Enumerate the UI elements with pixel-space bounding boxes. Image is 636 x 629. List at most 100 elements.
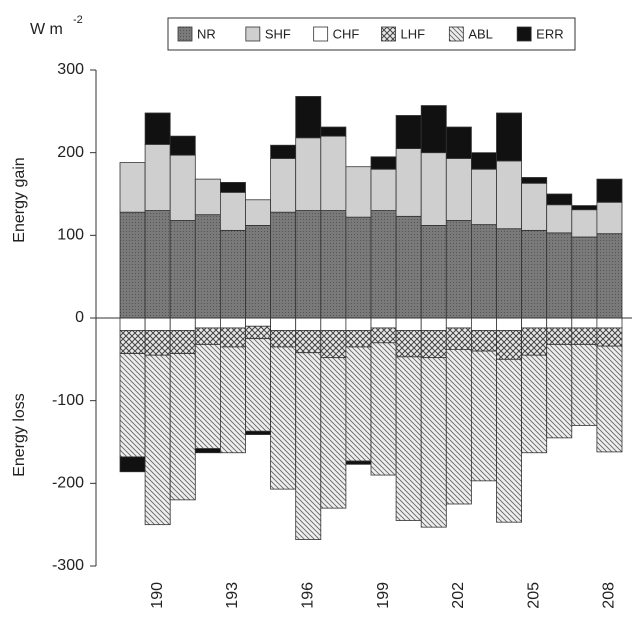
bar-segment [546, 193, 573, 206]
bar-segment [219, 191, 246, 231]
y-tick-label: 300 [57, 61, 84, 78]
bar-segment [194, 344, 221, 450]
bar-segment [245, 317, 272, 327]
bar-segment [144, 143, 171, 211]
y-tick-label: -100 [52, 392, 84, 409]
bar-segment [420, 357, 447, 528]
legend-label: LHF [401, 26, 426, 41]
bar-segment [345, 460, 372, 465]
bar-segment [245, 338, 272, 432]
bar-segment [445, 349, 472, 505]
bar-segment [119, 162, 146, 213]
bar-segment [521, 182, 548, 231]
bar-segment [571, 236, 598, 319]
legend-swatch [313, 26, 329, 42]
bar-segment [119, 353, 146, 458]
bar-segment [395, 356, 422, 521]
bar-segment [219, 327, 246, 348]
bar-segment [395, 148, 422, 217]
bar-segment [470, 168, 497, 225]
bar-segment [521, 177, 548, 184]
bar-segment [470, 329, 497, 352]
bar-segment [169, 317, 196, 331]
bar-segment [596, 233, 623, 319]
bar-segment [571, 209, 598, 238]
bar-segment [470, 152, 497, 170]
bar-segment [320, 357, 347, 509]
bar-segment [420, 225, 447, 319]
bar-segment [370, 317, 397, 329]
bar-segment [245, 325, 272, 340]
bar-segment [270, 317, 297, 331]
bar-segment [345, 166, 372, 218]
bar-segment [370, 210, 397, 319]
bar-segment [596, 317, 623, 329]
bar-segment [144, 112, 171, 145]
legend-label: NR [197, 26, 216, 41]
bar-segment [596, 178, 623, 203]
bar-segment [521, 327, 548, 356]
bar-segment [571, 327, 598, 345]
bar-segment [320, 135, 347, 211]
bar-segment [119, 329, 146, 354]
bar-segment [470, 317, 497, 331]
bar-segment [420, 105, 447, 154]
bar-segment [194, 448, 221, 454]
bar-segment [496, 160, 523, 230]
bar-segment [370, 168, 397, 211]
bar-segment [496, 329, 523, 360]
bar-segment [521, 229, 548, 319]
bar-segment [194, 178, 221, 216]
bar-segment [119, 456, 146, 473]
bar-segment [295, 352, 322, 540]
bar-segment [245, 430, 272, 435]
x-tick-label: 208 [601, 582, 618, 609]
x-tick-label: 193 [224, 582, 241, 609]
bar-segment [144, 329, 171, 356]
bar-segment [295, 317, 322, 331]
bar-segment [245, 199, 272, 226]
legend-label: CHF [333, 26, 360, 41]
unit-sup: -2 [73, 14, 83, 26]
bar-segment [571, 344, 598, 426]
bar-segment [169, 329, 196, 354]
legend-box [167, 17, 576, 51]
bar-segment [320, 329, 347, 359]
bar-segment [169, 220, 196, 319]
bar-segment [470, 350, 497, 482]
bar-segment [370, 342, 397, 476]
legend-swatch [381, 26, 396, 42]
bar-segment [521, 354, 548, 454]
bar-segment [219, 346, 246, 454]
bar-segment [270, 211, 297, 319]
bar-segment [370, 156, 397, 170]
bar-segment [270, 346, 297, 490]
bar-segment [194, 327, 221, 345]
bar-segment [219, 182, 246, 193]
bar-segment [119, 211, 146, 319]
y-tick-label: 0 [75, 309, 84, 326]
bar-segment [496, 358, 523, 523]
bar-segment [144, 354, 171, 526]
x-tick-label: 190 [149, 582, 166, 609]
bar-segment [169, 353, 196, 501]
unit: W m [30, 21, 63, 38]
bar-segment [345, 329, 372, 348]
legend-swatch [245, 26, 261, 42]
bar-segment [194, 214, 221, 319]
bar-segment [144, 210, 171, 319]
y-tick-label: 100 [57, 227, 84, 244]
bar-segment [295, 137, 322, 211]
bar-segment [245, 225, 272, 319]
bar-segment [420, 329, 447, 359]
bar-segment [445, 317, 472, 329]
bar-segment [420, 317, 447, 331]
bar-segment [496, 317, 523, 331]
bar-segment [270, 158, 297, 213]
bar-segment [345, 346, 372, 462]
bar-segment [546, 344, 573, 439]
bar-segment [445, 327, 472, 350]
bar-segment [571, 205, 598, 211]
bar-segment [546, 232, 573, 319]
